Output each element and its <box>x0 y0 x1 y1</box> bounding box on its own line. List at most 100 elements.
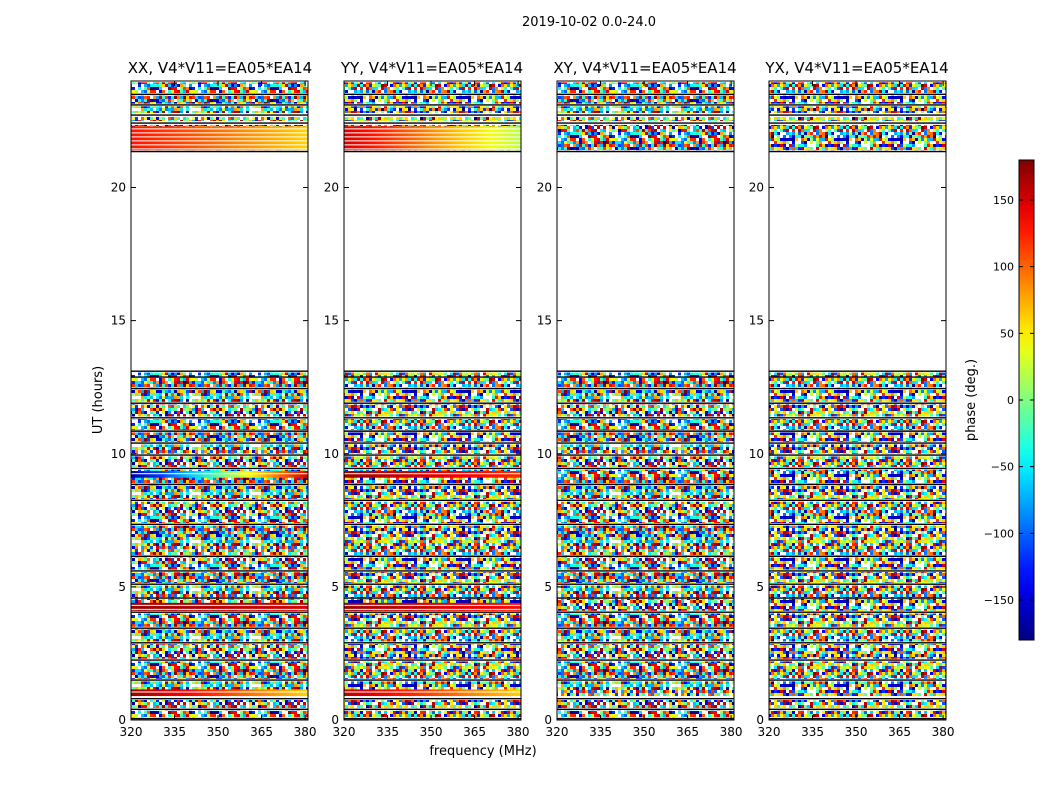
coherent-phase-band <box>131 126 308 151</box>
phase-data-block <box>557 585 734 598</box>
band-gap <box>131 608 308 611</box>
x-tick-label: 350 <box>633 725 656 739</box>
band-gap <box>131 136 308 138</box>
phase-data-block <box>769 124 946 151</box>
colorbar-tick-label: −100 <box>984 527 1014 540</box>
x-tick-label: 320 <box>758 725 781 739</box>
band-gap <box>344 140 521 142</box>
phase-data-block <box>131 585 308 598</box>
phase-data-block <box>557 82 734 93</box>
phase-data-block <box>131 404 308 417</box>
phase-data-block <box>557 661 734 679</box>
phase-data-block <box>131 710 308 718</box>
phase-data-block <box>769 444 946 454</box>
x-tick-label: 365 <box>463 725 486 739</box>
phase-data-block <box>557 469 734 484</box>
phase-data-block <box>344 372 521 377</box>
phase-data-block <box>557 106 734 113</box>
phase-data-block <box>131 432 308 442</box>
y-tick-label: 0 <box>331 713 339 727</box>
phase-data-block <box>769 456 946 468</box>
phase-data-block <box>769 700 946 709</box>
x-tick-label: 380 <box>932 725 955 739</box>
phase-data-block <box>769 572 946 583</box>
x-tick-label: 335 <box>376 725 399 739</box>
phase-data-block <box>344 710 521 718</box>
x-tick-label: 365 <box>676 725 699 739</box>
band-gap <box>131 691 308 693</box>
phase-data-block <box>769 372 946 377</box>
phase-data-block <box>557 456 734 468</box>
phase-data-block <box>769 613 946 627</box>
phase-data-block <box>769 557 946 570</box>
panel-title: XX, V4*V11=EA05*EA14 <box>128 59 312 77</box>
phase-data-block <box>557 525 734 555</box>
coherent-phase-band <box>131 602 308 611</box>
phase-data-block <box>769 661 946 679</box>
y-tick-label: 10 <box>537 447 552 461</box>
x-tick-label: 335 <box>801 725 824 739</box>
phase-data-block <box>131 525 308 555</box>
phase-data-block <box>769 525 946 555</box>
x-tick-label: 350 <box>845 725 868 739</box>
phase-data-block <box>557 485 734 500</box>
x-tick-label: 350 <box>420 725 443 739</box>
phase-data-block <box>344 485 521 500</box>
y-tick-label: 15 <box>111 314 126 328</box>
phase-data-block <box>557 404 734 417</box>
coherent-phase-band <box>131 689 308 697</box>
phase-data-block <box>344 95 521 104</box>
phase-data-block <box>344 456 521 468</box>
colorbar-label: phase (deg.) <box>964 359 979 441</box>
x-tick-label: 335 <box>589 725 612 739</box>
panel-title: YY, V4*V11=EA05*EA14 <box>340 59 523 77</box>
phase-data-block <box>769 116 946 121</box>
phase-data-block <box>557 432 734 442</box>
colorbar-tick-label: −50 <box>991 461 1014 474</box>
y-tick-label: 10 <box>749 447 764 461</box>
plot-frame <box>556 80 735 721</box>
panel-yx: YX, V4*V11=EA05*EA14 320 335 350 365 380 0 5 10… <box>749 59 955 739</box>
phase-data-block <box>344 389 521 402</box>
phase-data-block <box>557 572 734 583</box>
y-tick-label: 20 <box>537 181 552 195</box>
plot-frame <box>768 80 947 721</box>
panel-title: XY, V4*V11=EA05*EA14 <box>553 59 736 77</box>
y-tick-label: 20 <box>111 181 126 195</box>
band-gap <box>344 128 521 130</box>
phase-data-block <box>344 525 521 555</box>
phase-data-block <box>131 389 308 402</box>
phase-data-block <box>344 629 521 642</box>
x-tick-label: 320 <box>546 725 569 739</box>
phase-data-block <box>344 82 521 93</box>
phase-data-block <box>769 485 946 500</box>
y-tick-label: 20 <box>324 181 339 195</box>
y-tick-label: 5 <box>331 580 339 594</box>
phase-data-block <box>131 106 308 113</box>
phase-data-block <box>131 116 308 121</box>
phase-data-block <box>344 377 521 388</box>
phase-data-block <box>557 95 734 104</box>
coherent-phase-band <box>344 689 521 697</box>
phase-data-block <box>769 377 946 388</box>
phase-data-block <box>131 456 308 468</box>
phase-data-block <box>557 557 734 570</box>
y-tick-label: 10 <box>111 447 126 461</box>
y-tick-label: 15 <box>324 314 339 328</box>
phase-data-block <box>769 598 946 611</box>
band-gap <box>131 128 308 130</box>
phase-data-block <box>769 585 946 598</box>
x-tick-label: 365 <box>888 725 911 739</box>
x-axis-label: frequency (MHz) <box>429 744 536 759</box>
plot-frame <box>130 80 309 721</box>
band-gap <box>131 140 308 142</box>
phase-data-block <box>769 432 946 442</box>
phase-data-block <box>557 710 734 718</box>
phase-data-block <box>557 681 734 697</box>
phase-data-block <box>131 700 308 709</box>
band-gap <box>344 604 521 607</box>
y-tick-label: 10 <box>324 447 339 461</box>
phase-data-block <box>769 404 946 417</box>
coherent-phase-band <box>344 471 521 478</box>
x-tick-label: 365 <box>250 725 273 739</box>
